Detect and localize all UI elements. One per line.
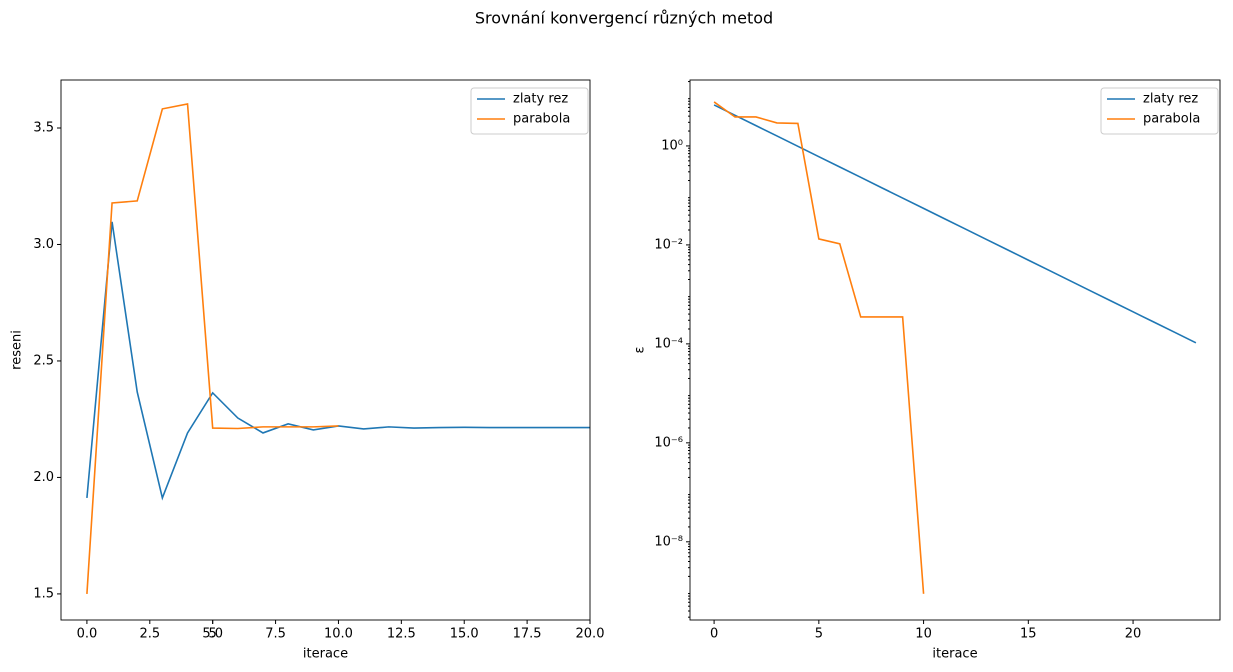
x-tick-label: 2.5: [139, 627, 160, 642]
x-tick-label: 5.0: [202, 627, 223, 642]
axes-frame: [60, 79, 591, 621]
y-tick-label: 3.5: [33, 120, 54, 135]
y-tick-label: 10⁻⁸: [654, 534, 683, 549]
y-axis-label: ε: [633, 346, 648, 353]
series-line: [86, 221, 590, 501]
y-axis-label: reseni: [10, 330, 25, 370]
y-tick-label: 10⁻⁴: [654, 336, 683, 351]
y-tick-label: 1.5: [33, 586, 54, 601]
x-tick-label: 0.0: [77, 627, 98, 642]
y-tick-label: 2.5: [33, 353, 54, 368]
legend-label: parabola: [513, 112, 570, 127]
x-tick-label: 0: [710, 627, 718, 642]
x-tick-label: 15: [1020, 627, 1037, 642]
legend-label: zlaty rez: [1143, 92, 1198, 107]
series-line: [713, 101, 925, 594]
x-tick-label: 5: [815, 627, 823, 642]
y-tick-label: 3.0: [33, 237, 54, 252]
figure-title: Srovnání konvergencí různých metod: [475, 9, 773, 28]
x-tick-label: 17.5: [513, 627, 542, 642]
axes-frame: [689, 79, 1221, 621]
y-tick-label: 10⁻⁶: [654, 435, 683, 450]
x-axis-label: iterace: [303, 647, 348, 662]
x-tick-label: 5: [209, 627, 217, 642]
y-tick-label: 10⁰: [661, 138, 683, 153]
legend-label: zlaty rez: [513, 92, 568, 107]
series-line: [86, 103, 339, 594]
y-tick-label: 10⁻²: [654, 237, 683, 252]
x-tick-label: 7.5: [265, 627, 286, 642]
x-tick-label: 15.0: [450, 627, 479, 642]
x-tick-label: 12.5: [387, 627, 416, 642]
x-tick-label: 10.0: [324, 627, 353, 642]
x-tick-label: 20: [1125, 627, 1142, 642]
x-tick-label: 10: [915, 627, 932, 642]
x-axis-label: iterace: [932, 647, 977, 662]
y-tick-label: 2.0: [33, 470, 54, 485]
legend-label: parabola: [1143, 112, 1200, 127]
series-line: [713, 104, 1197, 344]
x-tick-label: 20.0: [576, 627, 605, 642]
